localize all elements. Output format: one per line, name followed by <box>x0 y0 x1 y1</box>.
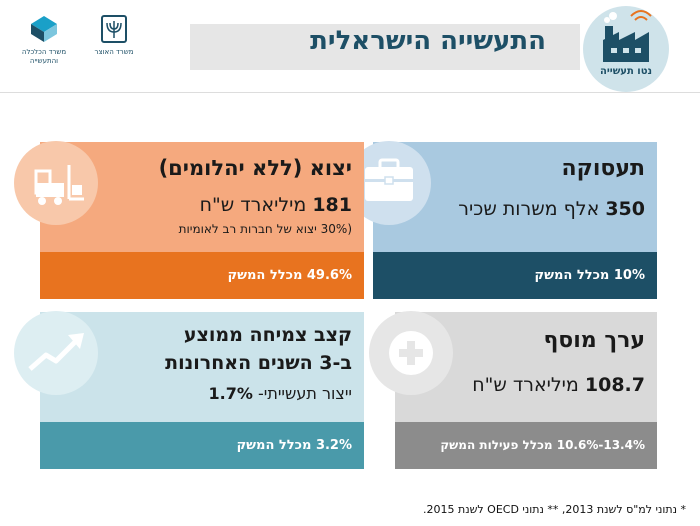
growth-value-line: ייצור תעשייתי- 1.7% <box>209 384 352 403</box>
economy-logo-icon <box>31 16 57 42</box>
growth-footer: 3.2% מכלל המשק <box>40 422 364 469</box>
trend-up-icon <box>28 333 84 371</box>
employment-title: תעסוקה <box>561 156 646 181</box>
employment-text: אלף משרות שכיר <box>458 198 600 220</box>
exports-footer: 49.6% מכלל המשק <box>40 252 364 299</box>
forklift-icon <box>34 165 84 205</box>
header: התעשייה הישראלית משרד הכלכלה והתעשייה מש… <box>0 0 700 92</box>
growth-value: 1.7% <box>208 384 253 403</box>
growth-title-line1: קצב צמיחה ממוצע <box>183 324 352 346</box>
factory-icon <box>603 10 652 62</box>
value-added-title: ערך מוסף <box>543 328 645 353</box>
value-added-value-line: 108.7 מיליארד ש"ח <box>472 374 645 396</box>
employment-value-line: 350 אלף משרות שכיר <box>458 198 645 220</box>
exports-icon-circle <box>14 141 98 225</box>
treasury-logo: משרד האוצר <box>84 14 144 57</box>
badge-label: נטו תעשייה <box>599 66 653 77</box>
exports-subtext: (30% יצוא של חברות רב לאומיות <box>178 222 352 236</box>
treasury-logo-text: משרד האוצר <box>94 48 134 56</box>
growth-card: קצב צמיחה ממוצע ב-3 השנים האחרונות ייצור… <box>14 311 364 469</box>
value-added-value: 108.7 <box>584 374 645 396</box>
growth-icon-circle <box>14 311 98 395</box>
employment-card: תעסוקה 350 אלף משרות שכיר 10% מכלל המשק <box>347 141 657 299</box>
exports-card: יצוא (ללא יהלומים) 181 מיליארד ש"ח (30% … <box>14 141 364 299</box>
exports-value-line: 181 מיליארד ש"ח <box>200 194 352 216</box>
exports-value: 181 <box>312 194 352 216</box>
employment-value: 350 <box>605 198 645 220</box>
title-band <box>190 24 580 70</box>
briefcase-icon <box>365 158 413 201</box>
economy-logo-text: משרד הכלכלה והתעשייה <box>21 48 67 65</box>
value-added-card: ערך מוסף 108.7 מיליארד ש"ח 13.4%-10.6% מ… <box>369 311 657 469</box>
page-title: התעשייה הישראלית <box>310 26 546 56</box>
footnote: * נתוני למ"ס לשנת 2013, ** נתוני OECD לש… <box>422 503 686 516</box>
plus-icon <box>389 331 433 375</box>
menorah-emblem-icon <box>101 15 127 43</box>
economy-ministry-logo: משרד הכלכלה והתעשייה <box>14 14 74 66</box>
growth-text: ייצור תעשייתי- <box>257 384 352 403</box>
exports-title: יצוא (ללא יהלומים) <box>158 156 352 180</box>
value-added-text: מיליארד ש"ח <box>472 374 579 396</box>
exports-text: מיליארד ש"ח <box>199 194 307 216</box>
value-added-icon-circle <box>369 311 453 395</box>
growth-title-line2: ב-3 השנים האחרונות <box>165 352 352 374</box>
header-divider <box>0 92 700 93</box>
value-added-footer: 13.4%-10.6% מכלל פעילות המשק <box>395 422 657 469</box>
industry-badge: נטו תעשייה <box>583 6 669 92</box>
employment-footer: 10% מכלל המשק <box>373 252 657 299</box>
